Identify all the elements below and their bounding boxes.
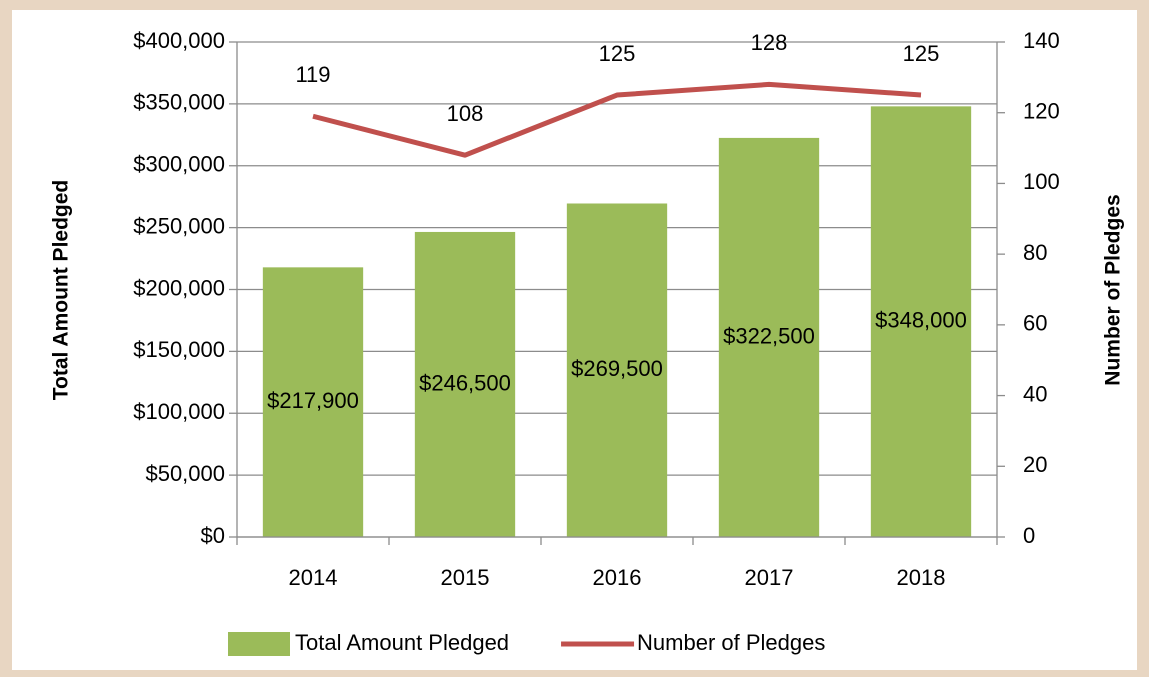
legend-swatch bbox=[228, 632, 290, 656]
y2-tick-label: 40 bbox=[1023, 381, 1047, 406]
data-label: $217,900 bbox=[267, 388, 359, 413]
bar bbox=[262, 267, 364, 537]
data-label: 119 bbox=[295, 62, 330, 87]
data-label: 125 bbox=[903, 41, 940, 66]
bar bbox=[718, 137, 820, 537]
y-tick-label: $0 bbox=[201, 523, 225, 548]
y-tick-label: $250,000 bbox=[133, 213, 225, 238]
bar bbox=[566, 203, 668, 537]
x-tick-label: 2018 bbox=[897, 565, 946, 590]
legend-label: Number of Pledges bbox=[637, 630, 825, 655]
data-label: $269,500 bbox=[571, 356, 663, 381]
x-tick-label: 2015 bbox=[441, 565, 490, 590]
x-tick-label: 2016 bbox=[593, 565, 642, 590]
y2-tick-label: 140 bbox=[1023, 28, 1060, 53]
y2-tick-label: 20 bbox=[1023, 452, 1047, 477]
y-tick-label: $50,000 bbox=[145, 461, 225, 486]
bar bbox=[870, 106, 972, 537]
y2-tick-label: 100 bbox=[1023, 169, 1060, 194]
data-label: 125 bbox=[599, 41, 636, 66]
x-tick-label: 2017 bbox=[745, 565, 794, 590]
y-tick-label: $200,000 bbox=[133, 275, 225, 300]
data-label: 108 bbox=[447, 101, 484, 126]
line bbox=[312, 81, 922, 158]
data-label: $348,000 bbox=[875, 307, 967, 332]
y-tick-label: $400,000 bbox=[133, 28, 225, 53]
y-tick-label: $100,000 bbox=[133, 399, 225, 424]
y-tick-label: $300,000 bbox=[133, 152, 225, 177]
y2-axis-title: Number of Pledges bbox=[1102, 194, 1125, 385]
y2-tick-label: 60 bbox=[1023, 311, 1047, 336]
data-label: $246,500 bbox=[419, 370, 511, 395]
legend-label: Total Amount Pledged bbox=[295, 630, 509, 655]
y2-tick-label: 0 bbox=[1023, 523, 1035, 548]
y2-tick-label: 80 bbox=[1023, 240, 1047, 265]
data-label: $322,500 bbox=[723, 323, 815, 348]
bar bbox=[414, 231, 516, 538]
y2-tick-label: 120 bbox=[1023, 99, 1060, 124]
data-label: 128 bbox=[751, 30, 788, 55]
y-tick-label: $350,000 bbox=[133, 90, 225, 115]
y-axis-title: Total Amount Pledged bbox=[50, 180, 73, 401]
x-tick-label: 2014 bbox=[289, 565, 338, 590]
y-tick-label: $150,000 bbox=[133, 337, 225, 362]
